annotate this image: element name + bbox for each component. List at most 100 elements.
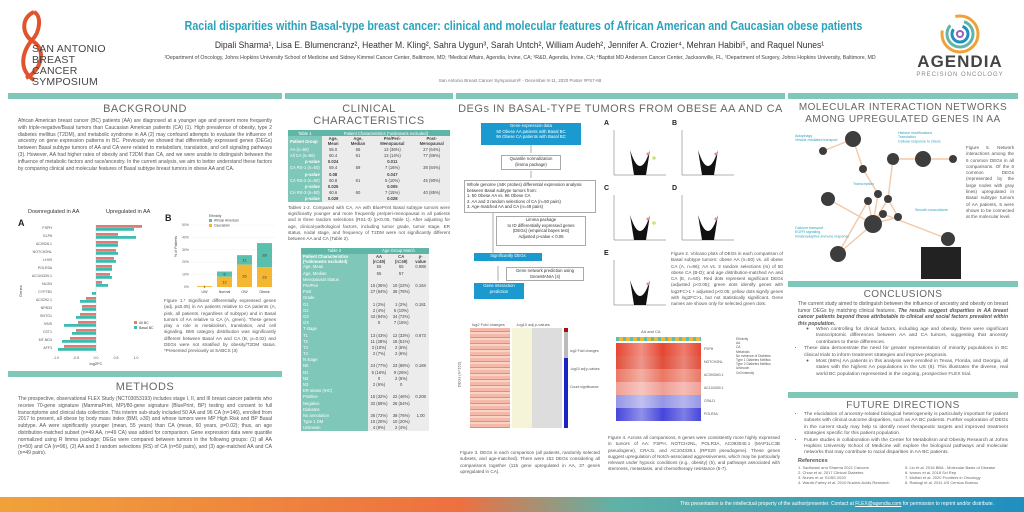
table-cell: T3 [301,344,368,351]
table-cell: Unknown [301,424,368,431]
table-cell: N3 [301,381,368,388]
table-cell: 0 [390,381,413,388]
table-row: Post 27 (64%) 36 (78%) [301,288,429,295]
network-node [949,155,957,163]
column-header: Patient Characteristics (*unknowns exclu… [301,253,368,264]
x-tick: 1.0 [134,356,139,360]
table-row: CA RS-2 (n=50) 60.8 61 5 (10%) 45 (90%) [288,177,450,184]
bar-FSPH [96,225,142,228]
table-row: T stage [301,325,429,332]
table-subtitle: Age Group Match [367,247,429,254]
legend-swatch [209,219,212,222]
fig1a-chart: FSPH GLP8 AC0928.1 NOTCH2NL LHX9 POLR3A AC1043… [18,225,154,366]
table-cell: 2 (7%) [367,350,391,357]
table-cell: 0.005 [371,183,414,190]
contact-email-link[interactable]: FLEX@agendia.com [855,501,902,507]
panel-label: A [604,120,610,127]
section-bar [8,93,282,99]
gene-label: GLP8 [43,234,52,238]
section-bar [8,371,282,377]
poster-title-wrap: Racial disparities within Basal-type bre… [120,17,920,35]
table-cell: 2 (6%) [390,350,413,357]
volcano-plot-D: D [672,185,738,247]
affiliations: ¹Department of Oncology, Johns Hopkins U… [164,55,876,61]
table-cell [367,294,391,301]
y-tick: 20% [182,260,189,264]
points-cloud [698,215,718,240]
table-cell [412,424,429,431]
table-cell: 0 [367,375,391,382]
table-cell: 43 (94%) [367,313,391,320]
table-cell: 27 (64%) [413,146,450,153]
heatmap-row-CRAJ1 [616,395,701,408]
table-cell: 34 (72%) [390,313,413,320]
column-header: Patient Group [288,136,322,147]
section-bar [788,281,1018,287]
table-cell [390,294,413,301]
heatmap-row-POLR3A [616,408,701,421]
table-cell [390,406,413,413]
figure1a: Downregulated in AA Upregulated in AA A … [16,209,161,366]
table-cell [412,338,429,345]
flow-arrows [492,145,532,281]
poster-title: Racial disparities within Basal-type bre… [184,18,863,33]
axes [681,195,734,241]
table-cell: 38 (76%) [390,412,413,419]
conclusions-section: CONCLUSIONS The current study aimed to d… [788,281,1018,385]
table-cell: p-value [288,195,322,202]
heatmap3-ylabel: DEGs (n=152) [456,361,462,388]
legend-item: Unknown [736,366,750,371]
table-cell: 36 (78%) [390,288,413,295]
figure5-caption: Figure 5. Network interactions among the… [966,145,1014,220]
table-cell: 22 (46%) [390,393,413,400]
network-node [874,190,882,198]
panel-label: C [604,185,610,192]
authors: Dipali Sharma¹, Lisa E. Blumencranz², He… [215,40,825,51]
table-cell: 40 (85%) [413,189,450,196]
table-cell: 24 (77%) [367,362,391,370]
bar-Obese [257,267,272,287]
figure3-heatmap: log2 Fold changes -log10 adj p-values DE… [456,322,605,442]
points-cloud [698,150,718,175]
bar-NOTCH2NL [96,252,118,255]
y-axis-label: Genes [18,285,23,297]
future-section: FUTURE DIRECTIONS The elucidation of anc… [788,392,1018,496]
bar-AC0928.1 [96,241,118,244]
table-cell [412,307,429,314]
table-cell: 59.4 [321,164,345,171]
points-cloud [630,150,650,175]
agendia-tagline: PRECISION ONCOLOGY [916,72,1004,78]
table-cell: 60 [344,189,372,196]
network-node [859,165,867,173]
clinical-column: CLINICAL CHARACTERISTICS Table 1 Patient … [285,93,453,495]
x-tick: 0.5 [114,356,119,360]
conclusion-item: These data demonstrate the need for grea… [804,346,1008,359]
conclusions-list: When controlling for clinical factors, i… [788,327,1018,378]
table-cell: T stage [301,325,368,332]
table-cell: G2 [301,307,368,314]
reference-item: 4. Warde-Farley et al. 2010 Nucleic Acid… [798,479,890,485]
gene-label: AC104339.1 [32,274,52,278]
data-label: 11 [243,258,247,262]
flow-box-analysis: Whole genome (44K probes) differential e… [464,180,596,213]
future-heading: FUTURE DIRECTIONS [846,400,960,411]
network-cluster-label: Transcription [853,182,874,186]
table-cell: Menopausal Status [301,276,368,283]
data-label: 6 [223,273,225,277]
volcano-plot-C: C [604,185,670,247]
network-node [887,153,899,165]
fc-points [652,156,656,160]
table-cell: 60.4 [321,152,345,159]
footer-notice: This presentation is the intellectual pr… [680,501,856,507]
bar-AC104339.1 [96,276,112,279]
bar-MT-ND3 [70,337,96,340]
table-cell: 10 (20%) [390,418,413,425]
table-row: CA RS-3 (n=50) 60.6 60 7 (15%) 40 (85%) [288,189,450,196]
gene-label: CRAJ1 [704,399,716,403]
gene-label: CST1 [43,330,52,334]
bar-AFF3 [58,348,96,351]
table-cell: 2 (4%) [367,307,391,314]
table-cell [412,344,429,351]
table-subtitle: Patient Characteristics (*unknowns exclu… [321,130,450,137]
table-cell: N1 [301,369,368,376]
